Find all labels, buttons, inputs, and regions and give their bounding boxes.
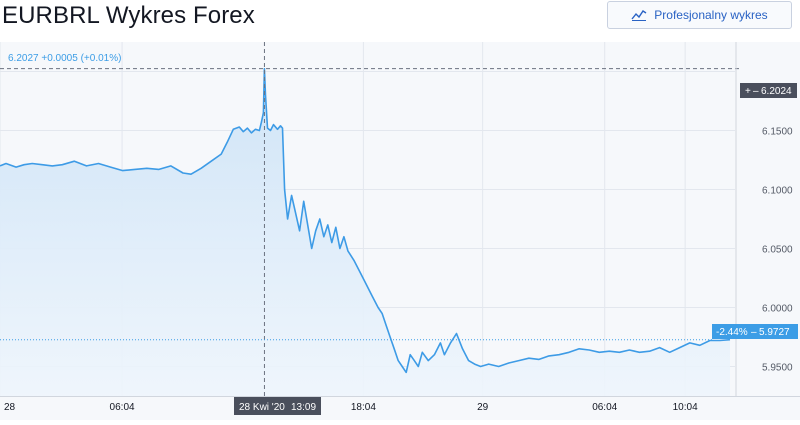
- x-tick-label: 06:04: [592, 402, 617, 413]
- price-chart[interactable]: 5.9500 6.0000 6.0500 6.1000 6.1500 28 06:04 18…: [0, 42, 800, 420]
- quote-change-pct: (+0.01%): [81, 53, 122, 64]
- price-area: [0, 68, 730, 396]
- chart-panel[interactable]: 5.9500 6.0000 6.0500 6.1000 6.1500 28 06:04 18…: [0, 42, 800, 420]
- y-tick-label: 6.0500: [762, 245, 793, 256]
- last-price-label: -2.44% – 5.9727: [712, 324, 798, 339]
- last-price-value: 5.9727: [759, 327, 790, 338]
- svg-text:–: –: [751, 327, 757, 338]
- quote-price: 6.2027: [8, 53, 39, 64]
- page-title: EURBRL Wykres Forex: [2, 2, 255, 29]
- crosshair-time: 13:09: [291, 402, 316, 413]
- crosshair: [0, 42, 740, 396]
- professional-chart-label: Profesjonalny wykres: [654, 8, 768, 22]
- quote-change: +0.0005: [41, 53, 78, 64]
- crosshair-price-prefix: +: [745, 86, 751, 97]
- x-axis: 28 06:04 18:04 29 06:04 10:04: [0, 396, 800, 413]
- x-tick-label: 18:04: [351, 402, 376, 413]
- last-price-pct: -2.44%: [716, 327, 748, 338]
- professional-chart-button[interactable]: Profesjonalny wykres: [607, 1, 792, 29]
- y-tick-label: 6.0000: [762, 304, 793, 315]
- svg-text:–: –: [753, 86, 759, 97]
- crosshair-price-label: + – 6.2024: [740, 83, 797, 98]
- x-tick-label: 28: [4, 402, 16, 413]
- x-tick-label: 29: [477, 402, 489, 413]
- y-tick-label: 6.1000: [762, 186, 793, 197]
- quote-readout: 6.2027 +0.0005 (+0.01%): [8, 53, 121, 64]
- x-tick-label: 10:04: [673, 402, 698, 413]
- crosshair-price-value: 6.2024: [761, 86, 792, 97]
- chart-line-icon: [631, 10, 647, 21]
- y-tick-label: 6.1500: [762, 127, 793, 138]
- header: EURBRL Wykres Forex Profesjonalny wykres: [0, 0, 800, 42]
- y-tick-label: 5.9500: [762, 363, 793, 374]
- crosshair-date-label: 28 Kwi '20 13:09: [234, 397, 321, 415]
- price-line: [0, 67, 731, 374]
- x-tick-label: 06:04: [110, 402, 135, 413]
- crosshair-date: 28 Kwi '20: [239, 402, 285, 413]
